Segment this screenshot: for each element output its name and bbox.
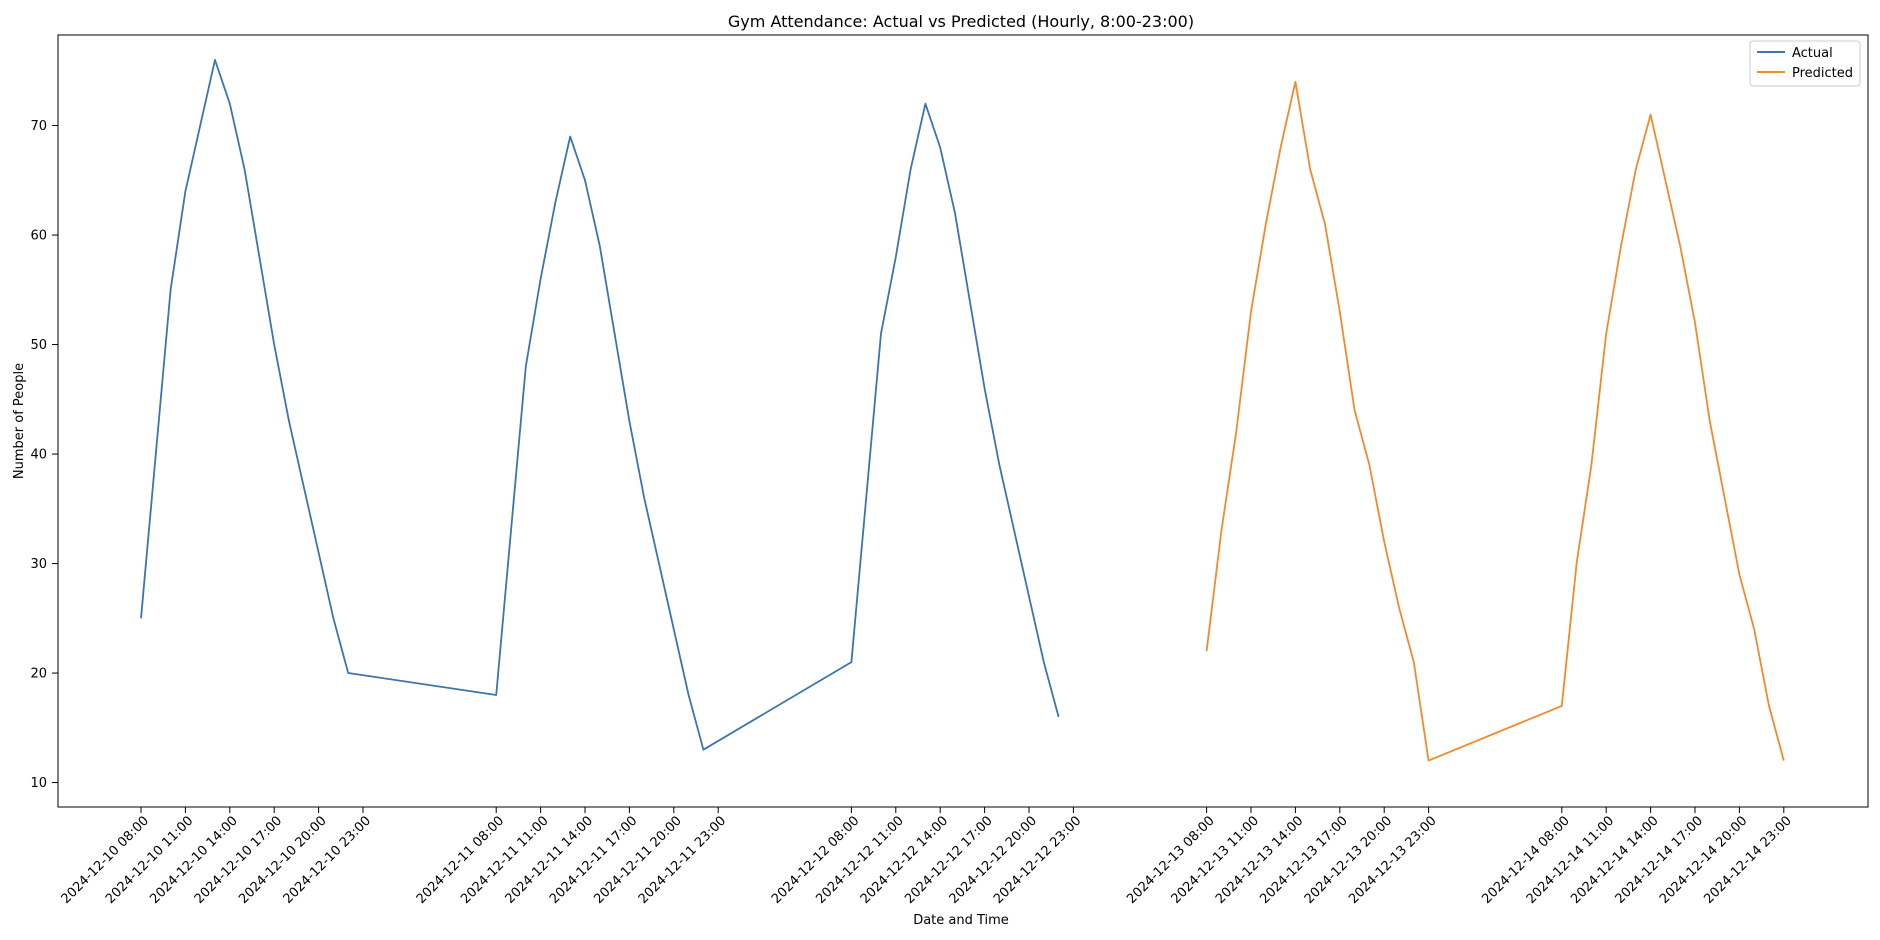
series-lines (140, 59, 1785, 762)
x-tick-label: 2024-12-11 23:00 (636, 813, 729, 906)
legend-label: Predicted (1792, 66, 1853, 81)
x-tick-label: 2024-12-14 23:00 (1701, 813, 1794, 906)
y-tick-label: 30 (30, 557, 47, 572)
x-axis-label: Date and Time (913, 913, 1009, 928)
x-tick-label: 2024-12-13 23:00 (1346, 813, 1439, 906)
y-axis: 10 20 30 40 50 60 70 (30, 119, 58, 791)
chart-title: Gym Attendance: Actual vs Predicted (Hou… (728, 12, 1194, 31)
y-tick-label: 70 (30, 119, 47, 134)
legend-label: Actual (1792, 46, 1833, 61)
y-tick-label: 40 (30, 448, 47, 463)
plot-area (57, 34, 1869, 808)
y-tick-label: 60 (30, 229, 47, 244)
y-tick-label: 10 (30, 776, 47, 791)
y-axis-label: Number of People (12, 363, 27, 479)
series-line-actual (140, 59, 1060, 751)
series-line-predicted (1205, 80, 1785, 762)
legend: Actual Predicted (1749, 40, 1861, 87)
x-tick-label: 2024-12-10 23:00 (281, 813, 374, 906)
y-tick-label: 50 (30, 338, 47, 353)
y-tick-label: 20 (30, 667, 47, 682)
x-tick-label: 2024-12-12 23:00 (991, 813, 1084, 906)
